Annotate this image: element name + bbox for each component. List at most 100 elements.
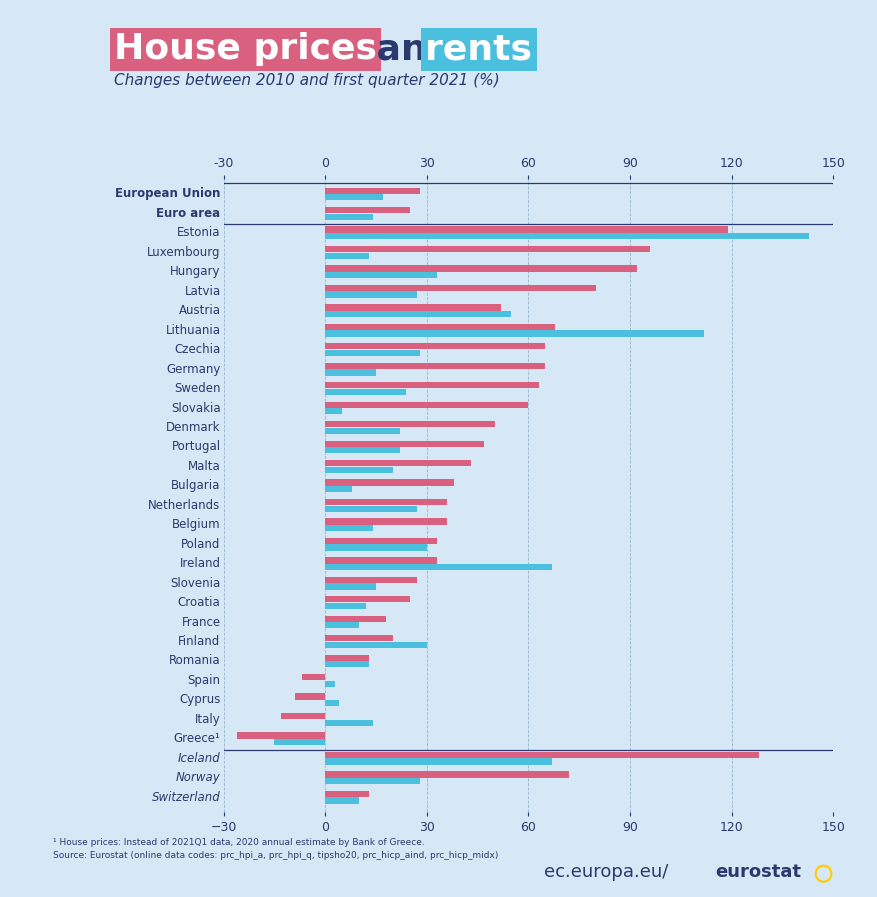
Bar — [325, 304, 502, 310]
Text: Malta: Malta — [188, 460, 221, 473]
Bar — [325, 233, 809, 239]
Bar — [282, 713, 325, 719]
Bar — [325, 583, 376, 589]
Text: and: and — [364, 32, 465, 66]
Bar — [325, 408, 342, 414]
Bar — [325, 460, 471, 466]
Text: Spain: Spain — [188, 674, 221, 687]
Bar — [325, 597, 410, 603]
Text: Belgium: Belgium — [172, 518, 221, 531]
Bar — [325, 213, 373, 220]
Bar — [325, 700, 339, 706]
Bar — [325, 641, 427, 648]
Bar — [325, 370, 376, 376]
Text: Italy: Italy — [195, 713, 221, 726]
Text: Norway: Norway — [175, 771, 221, 784]
Bar — [302, 674, 325, 680]
Bar — [325, 382, 538, 388]
Text: Luxembourg: Luxembourg — [147, 246, 221, 259]
Text: Hungary: Hungary — [170, 266, 221, 278]
Text: Iceland: Iceland — [178, 752, 221, 765]
Bar — [325, 344, 545, 350]
Bar — [325, 330, 704, 336]
Text: Lithuania: Lithuania — [166, 324, 221, 336]
Bar — [325, 518, 447, 525]
Bar — [325, 246, 650, 252]
Bar — [325, 623, 359, 629]
Bar — [325, 226, 728, 232]
Bar — [325, 447, 400, 453]
Bar — [325, 388, 406, 395]
Bar — [325, 778, 420, 784]
Bar — [325, 681, 335, 687]
Text: eurostat: eurostat — [715, 863, 801, 881]
Bar — [295, 693, 325, 700]
Bar — [325, 285, 596, 292]
Bar — [325, 253, 369, 259]
Text: Austria: Austria — [179, 304, 221, 318]
Bar — [325, 266, 637, 272]
Text: Ireland: Ireland — [180, 557, 221, 570]
Text: rents: rents — [425, 32, 532, 66]
Text: Romania: Romania — [169, 655, 221, 667]
Bar — [325, 661, 369, 667]
Bar — [325, 402, 528, 408]
Bar — [325, 615, 386, 622]
Text: Portugal: Portugal — [172, 440, 221, 454]
Bar — [325, 440, 484, 447]
Bar — [325, 324, 555, 330]
Bar — [325, 557, 437, 563]
Bar — [325, 771, 569, 778]
Text: France: France — [182, 615, 221, 629]
Bar — [325, 538, 437, 544]
Text: Denmark: Denmark — [166, 421, 221, 434]
Text: Latvia: Latvia — [184, 284, 221, 298]
Bar — [237, 732, 325, 738]
Bar — [325, 486, 353, 492]
Bar — [325, 428, 400, 434]
Text: House prices: House prices — [114, 32, 377, 66]
Bar — [325, 207, 410, 213]
Bar — [325, 272, 437, 278]
Bar — [325, 577, 417, 583]
Text: Bulgaria: Bulgaria — [171, 479, 221, 492]
Text: Slovenia: Slovenia — [170, 577, 221, 589]
Text: Poland: Poland — [182, 537, 221, 551]
Text: Cyprus: Cyprus — [179, 693, 221, 707]
Text: Estonia: Estonia — [177, 226, 221, 239]
Text: Switzerland: Switzerland — [152, 790, 221, 804]
Bar — [325, 506, 417, 512]
Bar — [325, 362, 545, 369]
Bar — [325, 797, 359, 804]
Bar — [325, 525, 373, 531]
Text: Source: Eurostat (online data codes: prc_hpi_a, prc_hpi_q, tipsho20, prc_hicp_ai: Source: Eurostat (online data codes: prc… — [53, 850, 498, 859]
Bar — [325, 791, 369, 797]
Bar — [325, 752, 759, 758]
Text: Sweden: Sweden — [175, 382, 221, 395]
Text: Slovakia: Slovakia — [171, 402, 221, 414]
Bar — [325, 421, 495, 427]
Text: Euro area: Euro area — [156, 207, 221, 220]
Bar — [325, 292, 417, 298]
Bar — [275, 739, 325, 745]
Bar — [325, 603, 366, 609]
Bar — [325, 479, 454, 485]
Bar — [325, 759, 553, 765]
Text: ¹ House prices: Instead of 2021Q1 data, 2020 annual estimate by Bank of Greece.: ¹ House prices: Instead of 2021Q1 data, … — [53, 838, 424, 847]
Bar — [325, 544, 427, 551]
Text: European Union: European Union — [115, 187, 221, 201]
Text: Czechia: Czechia — [175, 344, 221, 356]
Text: Finland: Finland — [178, 635, 221, 648]
Bar — [325, 719, 373, 726]
Bar — [325, 635, 393, 641]
Bar — [325, 350, 420, 356]
Bar — [325, 466, 393, 473]
Bar — [325, 194, 382, 200]
Text: Changes between 2010 and first quarter 2021 (%): Changes between 2010 and first quarter 2… — [114, 74, 500, 88]
Text: ec.europa.eu/: ec.europa.eu/ — [544, 863, 668, 881]
Bar — [325, 311, 511, 318]
Text: Greece¹: Greece¹ — [174, 732, 221, 745]
Bar — [325, 499, 447, 505]
Bar — [325, 564, 553, 570]
Bar — [325, 187, 420, 194]
